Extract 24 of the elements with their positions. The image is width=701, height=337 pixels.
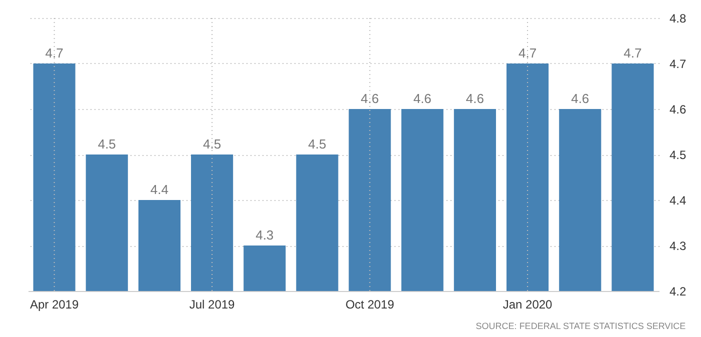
y-tick-label: 4.4 bbox=[670, 194, 687, 208]
data-label: 4.7 bbox=[624, 46, 642, 60]
data-label: 4.6 bbox=[413, 91, 432, 106]
y-tick-label: 4.6 bbox=[670, 102, 687, 116]
y-tick-label: 4.7 bbox=[670, 57, 687, 71]
data-label: 4.4 bbox=[150, 182, 168, 197]
x-tick-label: Jan 2020 bbox=[502, 298, 553, 312]
x-tick-label: Jul 2019 bbox=[189, 298, 236, 312]
data-label: 4.6 bbox=[360, 91, 379, 106]
data-label: 4.5 bbox=[203, 136, 222, 152]
y-tick-label: 4.3 bbox=[670, 239, 687, 253]
data-label: 4.6 bbox=[571, 91, 590, 106]
x-tick-label: Oct 2019 bbox=[345, 298, 394, 312]
data-label: 4.6 bbox=[466, 91, 484, 106]
y-tick-label: 4.2 bbox=[670, 284, 687, 298]
source-note: SOURCE: FEDERAL STATE STATISTICS SERVICE bbox=[476, 321, 686, 331]
data-label: 4.7 bbox=[518, 46, 537, 60]
x-tick-label: Apr 2019 bbox=[30, 298, 79, 312]
data-label: 4.7 bbox=[45, 46, 64, 60]
data-label: 4.3 bbox=[256, 228, 274, 242]
data-label: 4.5 bbox=[308, 136, 326, 152]
y-tick-label: 4.5 bbox=[670, 148, 687, 162]
y-tick-label: 4.8 bbox=[670, 12, 687, 26]
data-label: 4.5 bbox=[98, 136, 116, 152]
